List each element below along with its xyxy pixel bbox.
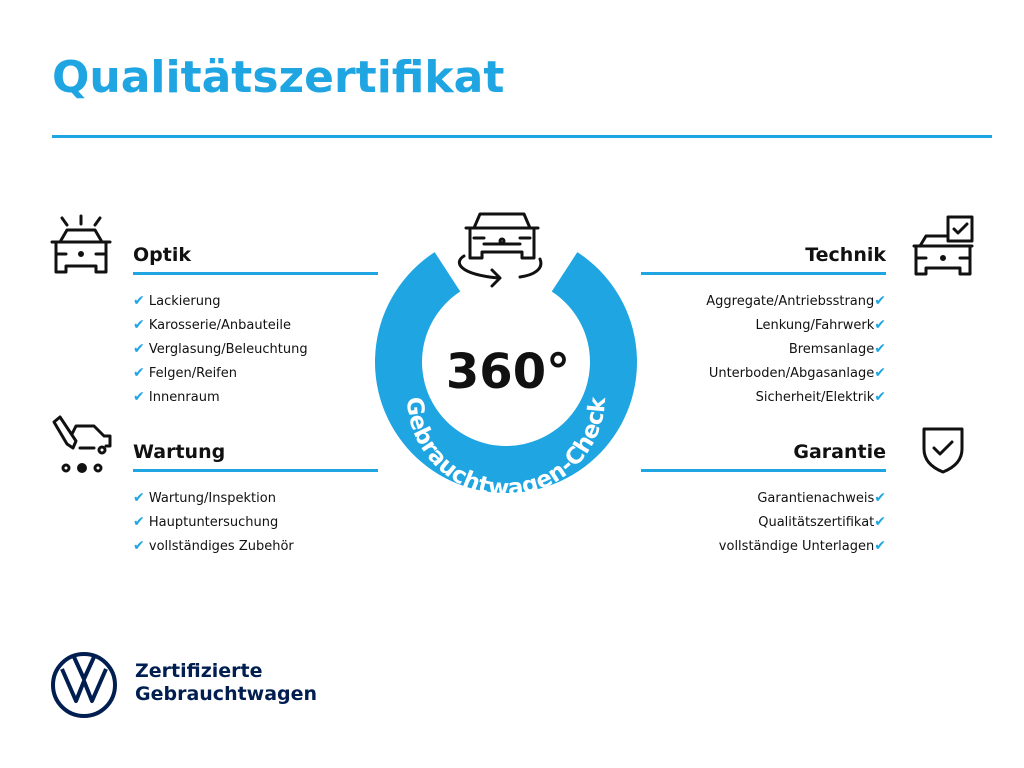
checklist-item: Qualitätszertifikat✔: [641, 510, 886, 534]
check-icon: ✔: [874, 293, 886, 309]
section-divider: [133, 469, 378, 472]
item-label: vollständige Unterlagen: [718, 539, 875, 554]
checklist-item: Sicherheit/Elektrik✔: [641, 385, 886, 409]
item-label: Lackierung: [148, 294, 221, 309]
check-icon: ✔: [133, 538, 145, 554]
checklist-item: Lenkung/Fahrwerk✔: [641, 313, 886, 337]
item-label: Aggregate/Antriebsstrang: [706, 294, 875, 309]
item-label: Felgen/Reifen: [148, 366, 237, 381]
item-label: Wartung/Inspektion: [148, 491, 276, 506]
checklist-item: Aggregate/Antriebsstrang✔: [641, 289, 886, 313]
vw-logo: [51, 652, 117, 718]
item-label: Innenraum: [148, 390, 220, 405]
footer-line2: Gebrauchtwagen: [135, 683, 318, 705]
check-icon: ✔: [133, 514, 145, 530]
checklist-item: ✔ vollständiges Zubehör: [133, 534, 378, 558]
footer-line1: Zertifizierte: [135, 660, 263, 682]
shield-check-icon: [922, 427, 964, 474]
section-heading: Wartung: [133, 441, 226, 463]
item-label: Hauptuntersuchung: [148, 515, 279, 530]
checklist-item: ✔ Hauptuntersuchung: [133, 510, 378, 534]
item-label: Lenkung/Fahrwerk: [755, 318, 875, 333]
item-label: Karosserie/Anbauteile: [148, 318, 291, 333]
checklist-item: ✔ Verglasung/Beleuchtung: [133, 337, 378, 361]
checklist-item: ✔ Lackierung: [133, 289, 378, 313]
page-title: Qualitätszertifikat: [52, 52, 505, 103]
section-technik: Technik Aggregate/Antriebsstrang✔ Lenkung…: [641, 240, 886, 409]
check-icon: ✔: [874, 490, 886, 506]
check-icon: ✔: [874, 538, 886, 554]
ring-arc: [375, 252, 637, 493]
check-icon: ✔: [874, 365, 886, 381]
section-heading: Garantie: [793, 441, 886, 463]
checklist-item: Garantienachweis✔: [641, 486, 886, 510]
checklist-item: ✔ Innenraum: [133, 385, 378, 409]
section-wartung: Wartung ✔ Wartung/Inspektion ✔ Hauptunter…: [133, 437, 378, 558]
check-icon: ✔: [133, 365, 145, 381]
check-icon: ✔: [133, 490, 145, 506]
car-service-icon: [52, 415, 112, 473]
item-label: Garantienachweis: [757, 491, 875, 506]
section-garantie: Garantie Garantienachweis✔ Qualitätszerti…: [641, 437, 886, 558]
item-label: Verglasung/Beleuchtung: [148, 342, 308, 357]
section-heading: Optik: [133, 244, 191, 266]
item-label: vollständiges Zubehör: [148, 539, 294, 554]
car-rotate-icon: [457, 212, 543, 288]
section-divider: [133, 272, 378, 275]
check-icon: ✔: [133, 293, 145, 309]
section-divider: [641, 469, 886, 472]
check-icon: ✔: [133, 341, 145, 357]
item-label: Qualitätszertifikat: [758, 515, 875, 530]
item-label: Sicherheit/Elektrik: [755, 390, 875, 405]
check-icon: ✔: [874, 341, 886, 357]
check-icon: ✔: [133, 389, 145, 405]
car-lights-icon: [50, 214, 112, 274]
check-icon: ✔: [874, 317, 886, 333]
check-icon: ✔: [133, 317, 145, 333]
car-checkbox-icon: [912, 215, 974, 276]
item-label: Bremsanlage: [788, 342, 875, 357]
checklist-item: vollständige Unterlagen✔: [641, 534, 886, 558]
check-icon: ✔: [874, 514, 886, 530]
footer-brand-text: Zertifizierte Gebrauchtwagen: [135, 660, 317, 706]
section-optik: Optik ✔ Lackierung ✔ Karosserie/Anbauteil…: [133, 240, 378, 409]
360-check-badge: Gebrauchtwagen-Check 360°: [375, 212, 637, 500]
section-heading: Technik: [805, 244, 886, 266]
degrees-label: 360°: [446, 344, 570, 400]
checklist-item: ✔ Felgen/Reifen: [133, 361, 378, 385]
checklist-item: Bremsanlage✔: [641, 337, 886, 361]
checklist-item: ✔ Wartung/Inspektion: [133, 486, 378, 510]
checklist-item: Unterboden/Abgasanlage✔: [641, 361, 886, 385]
section-divider: [641, 272, 886, 275]
item-label: Unterboden/Abgasanlage: [708, 366, 875, 381]
checklist-item: ✔ Karosserie/Anbauteile: [133, 313, 378, 337]
title-divider: [52, 135, 992, 138]
check-icon: ✔: [874, 389, 886, 405]
